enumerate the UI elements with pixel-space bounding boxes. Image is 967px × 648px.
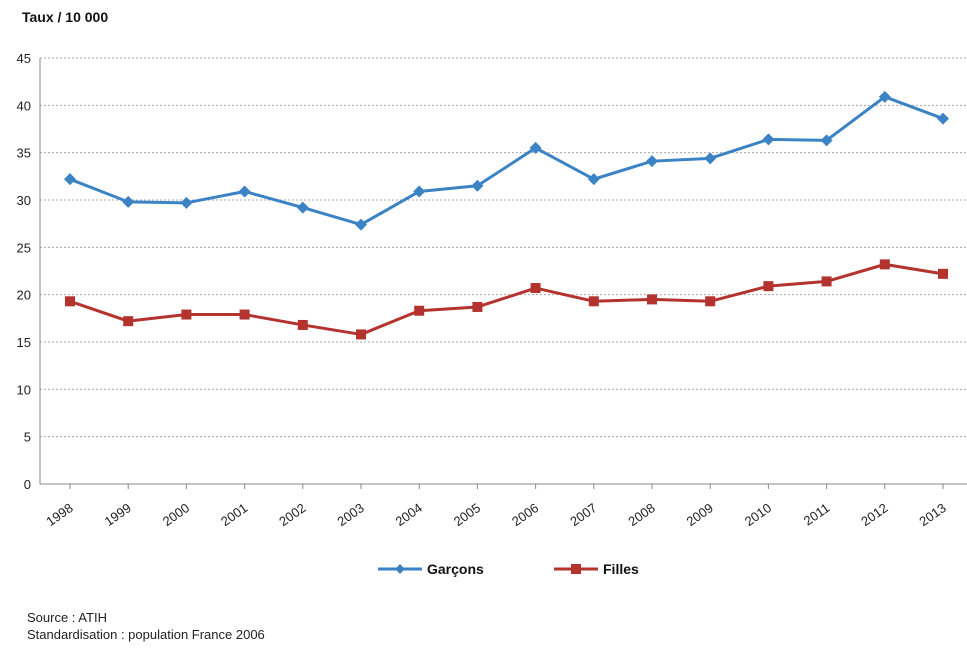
data-point-filles	[356, 329, 366, 340]
data-point-filles	[588, 296, 599, 307]
y-tick-label: 40	[17, 98, 31, 113]
x-tick-label: 2010	[742, 500, 774, 529]
data-point-garcons	[122, 195, 135, 208]
data-point-filles	[938, 268, 948, 279]
y-axis-title: Taux / 10 000	[22, 9, 109, 25]
data-point-filles	[472, 301, 483, 312]
x-tick-label: 2002	[276, 500, 308, 529]
x-tick-label: 2001	[218, 500, 250, 529]
legend-item-filles: Filles	[553, 561, 639, 577]
data-point-filles	[530, 283, 541, 294]
data-point-garcons	[937, 112, 949, 125]
data-point-garcons	[64, 173, 76, 186]
data-point-filles	[414, 305, 425, 316]
y-tick-label: 0	[24, 477, 31, 492]
x-tick-label: 2000	[160, 500, 192, 529]
x-tick-label: 1999	[102, 500, 134, 529]
data-point-garcons	[355, 218, 367, 231]
data-point-garcons	[762, 133, 775, 146]
data-point-garcons	[704, 152, 717, 165]
data-point-garcons	[471, 179, 484, 192]
data-point-filles	[297, 319, 308, 330]
x-tick-label: 1998	[43, 500, 75, 529]
data-point-filles	[879, 259, 890, 270]
x-tick-label: 2013	[916, 500, 948, 529]
data-point-garcons	[238, 185, 251, 198]
x-tick-label: 2005	[451, 500, 483, 529]
x-tick-label: 2008	[625, 500, 657, 529]
y-tick-label: 35	[17, 146, 31, 161]
data-point-garcons	[820, 134, 833, 147]
data-point-garcons	[529, 141, 542, 154]
data-point-garcons	[587, 173, 600, 186]
x-tick-label: 2004	[393, 500, 425, 529]
standardisation-note: Standardisation : population France 2006	[27, 627, 265, 642]
data-point-filles	[647, 294, 657, 305]
x-tick-label: 2003	[334, 500, 366, 529]
line-chart: 0 5 10 15 20 25 30 35 40 45 1998 1999 2000 2001 2002 20…	[17, 51, 967, 529]
series-line-filles	[69, 262, 944, 336]
legend-label-filles: Filles	[603, 561, 639, 577]
data-point-garcons	[413, 185, 426, 198]
legend-marker-filles	[554, 564, 598, 574]
data-point-filles	[239, 309, 250, 320]
source-note: Source : ATIH	[27, 610, 107, 625]
data-point-garcons	[646, 155, 658, 168]
x-tick-label: 2006	[509, 500, 541, 529]
y-tick-label: 15	[17, 335, 31, 350]
y-tick-label: 10	[17, 382, 31, 397]
y-tick-label: 5	[24, 430, 31, 445]
data-point-filles	[123, 316, 134, 327]
x-tick-label: 2009	[684, 500, 716, 529]
footnote: Source : ATIH Standardisation : populati…	[27, 609, 265, 643]
y-tick-label: 45	[17, 51, 31, 66]
data-point-garcons	[878, 90, 891, 103]
data-point-filles	[65, 296, 75, 307]
y-tick-label: 25	[17, 240, 31, 255]
legend-label-garcons: Garçons	[427, 561, 484, 577]
y-tick-label: 20	[17, 288, 31, 303]
series-line-garcons	[69, 95, 944, 227]
legend: Garçons Filles	[0, 561, 967, 585]
legend-item-garcons: Garçons	[377, 561, 484, 577]
data-point-garcons	[180, 196, 193, 209]
data-point-filles	[705, 296, 716, 307]
data-point-filles	[763, 281, 774, 292]
x-tick-label: 2007	[567, 500, 599, 529]
y-tick-label: 30	[17, 193, 31, 208]
legend-marker-garcons	[378, 564, 422, 574]
data-point-filles	[821, 276, 832, 287]
data-point-filles	[181, 309, 192, 320]
x-tick-label: 2012	[858, 500, 890, 529]
x-tick-label: 2011	[801, 500, 833, 528]
data-point-garcons	[296, 201, 309, 214]
